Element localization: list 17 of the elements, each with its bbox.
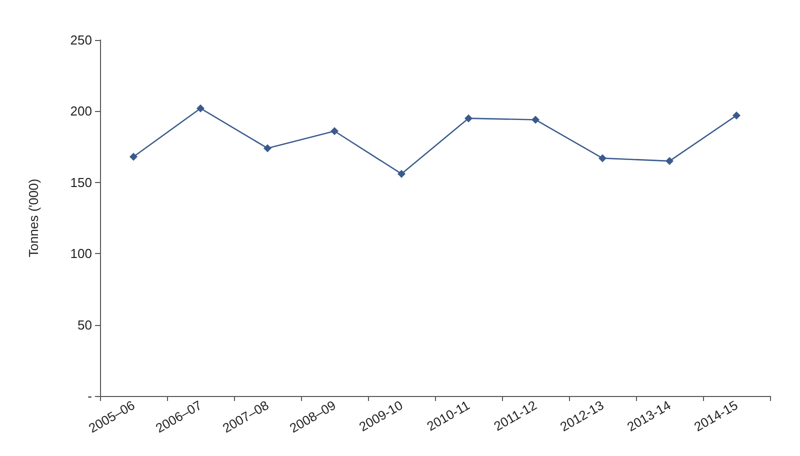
point	[464, 114, 472, 122]
point	[330, 127, 338, 136]
y-tick-label: 100	[70, 246, 92, 262]
point	[130, 152, 138, 161]
point	[666, 157, 674, 166]
point	[398, 170, 406, 178]
y-axis-title: Tonnes ('000)	[26, 178, 41, 258]
y-tick-label: 250	[70, 32, 92, 48]
y-tick-label: 50	[78, 317, 92, 332]
point	[532, 116, 540, 124]
point	[264, 144, 272, 152]
y-tick-label: 200	[70, 104, 92, 119]
point	[732, 111, 740, 120]
y-tick-label: -	[88, 388, 92, 404]
point	[598, 154, 606, 162]
point	[196, 104, 204, 112]
y-tick-label: 150	[70, 174, 92, 190]
